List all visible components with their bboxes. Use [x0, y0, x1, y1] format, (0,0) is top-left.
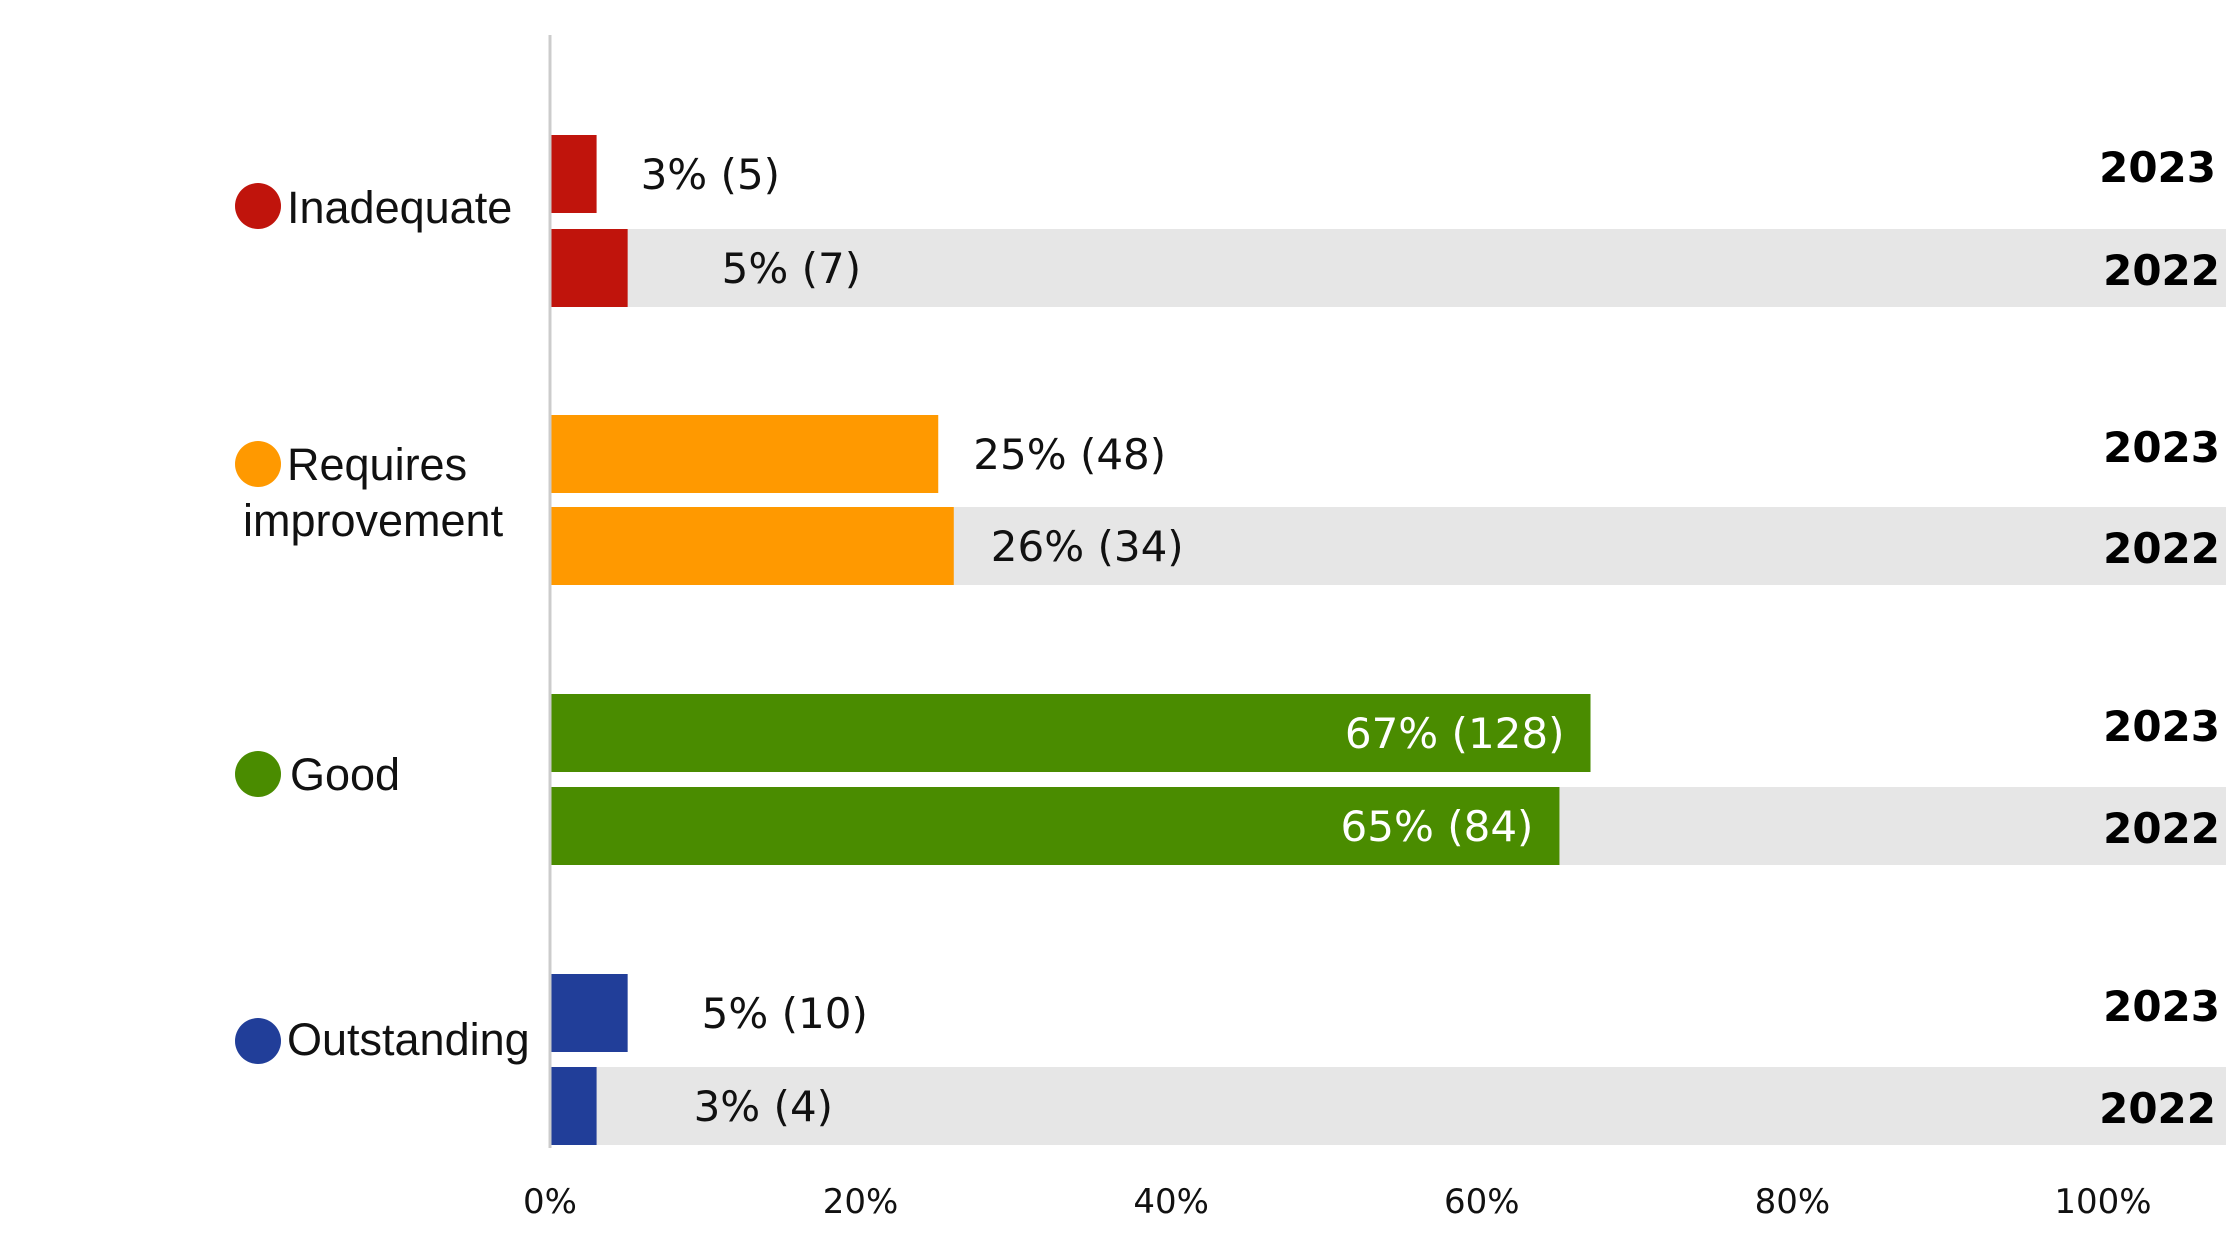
bar-requires-improvement-2022 [550, 507, 954, 585]
bar-track-2022 [550, 229, 2226, 307]
x-tick-label: 60% [1444, 1182, 1520, 1222]
year-label: 2022 [2103, 246, 2220, 295]
x-tick-label: 80% [1755, 1182, 1831, 1222]
year-label: 2022 [2099, 1084, 2216, 1133]
year-label: 2022 [2103, 524, 2220, 573]
category-color-dot [235, 751, 281, 797]
data-label: 26% (34) [991, 522, 1184, 571]
category-label: Inadequate [287, 182, 512, 233]
bar-outstanding-2023 [550, 974, 628, 1052]
bar-outstanding-2022 [550, 1067, 597, 1145]
bar-track-2022 [550, 1067, 2226, 1145]
bar-requires-improvement-2023 [550, 415, 939, 493]
category-color-dot [235, 183, 281, 229]
x-tick-label: 0% [523, 1182, 577, 1222]
category-label: Outstanding [287, 1014, 530, 1065]
bar-inadequate-2023 [550, 135, 597, 213]
year-label: 2023 [2103, 423, 2220, 472]
data-label: 3% (4) [694, 1082, 833, 1131]
x-tick-label: 40% [1133, 1182, 1209, 1222]
data-label: 5% (10) [702, 989, 868, 1038]
category-label: improvement [243, 495, 504, 546]
x-tick-label: 100% [2054, 1182, 2151, 1222]
category-label: Requires [287, 439, 467, 490]
bar-good-2022 [550, 787, 1560, 865]
data-label: 3% (5) [641, 150, 780, 199]
data-label: 65% (84) [1341, 802, 1534, 851]
year-label: 2022 [2103, 804, 2220, 853]
category-label: Good [290, 749, 400, 800]
data-label: 5% (7) [722, 244, 861, 293]
data-label: 25% (48) [973, 430, 1166, 479]
data-label: 67% (128) [1345, 709, 1565, 758]
category-color-dot [235, 1018, 281, 1064]
x-tick-label: 20% [823, 1182, 899, 1222]
category-color-dot [235, 441, 281, 487]
year-label: 2023 [2103, 982, 2220, 1031]
year-label: 2023 [2103, 702, 2220, 751]
year-label: 2023 [2099, 143, 2216, 192]
bar-inadequate-2022 [550, 229, 628, 307]
bar-good-2023 [550, 694, 1591, 772]
